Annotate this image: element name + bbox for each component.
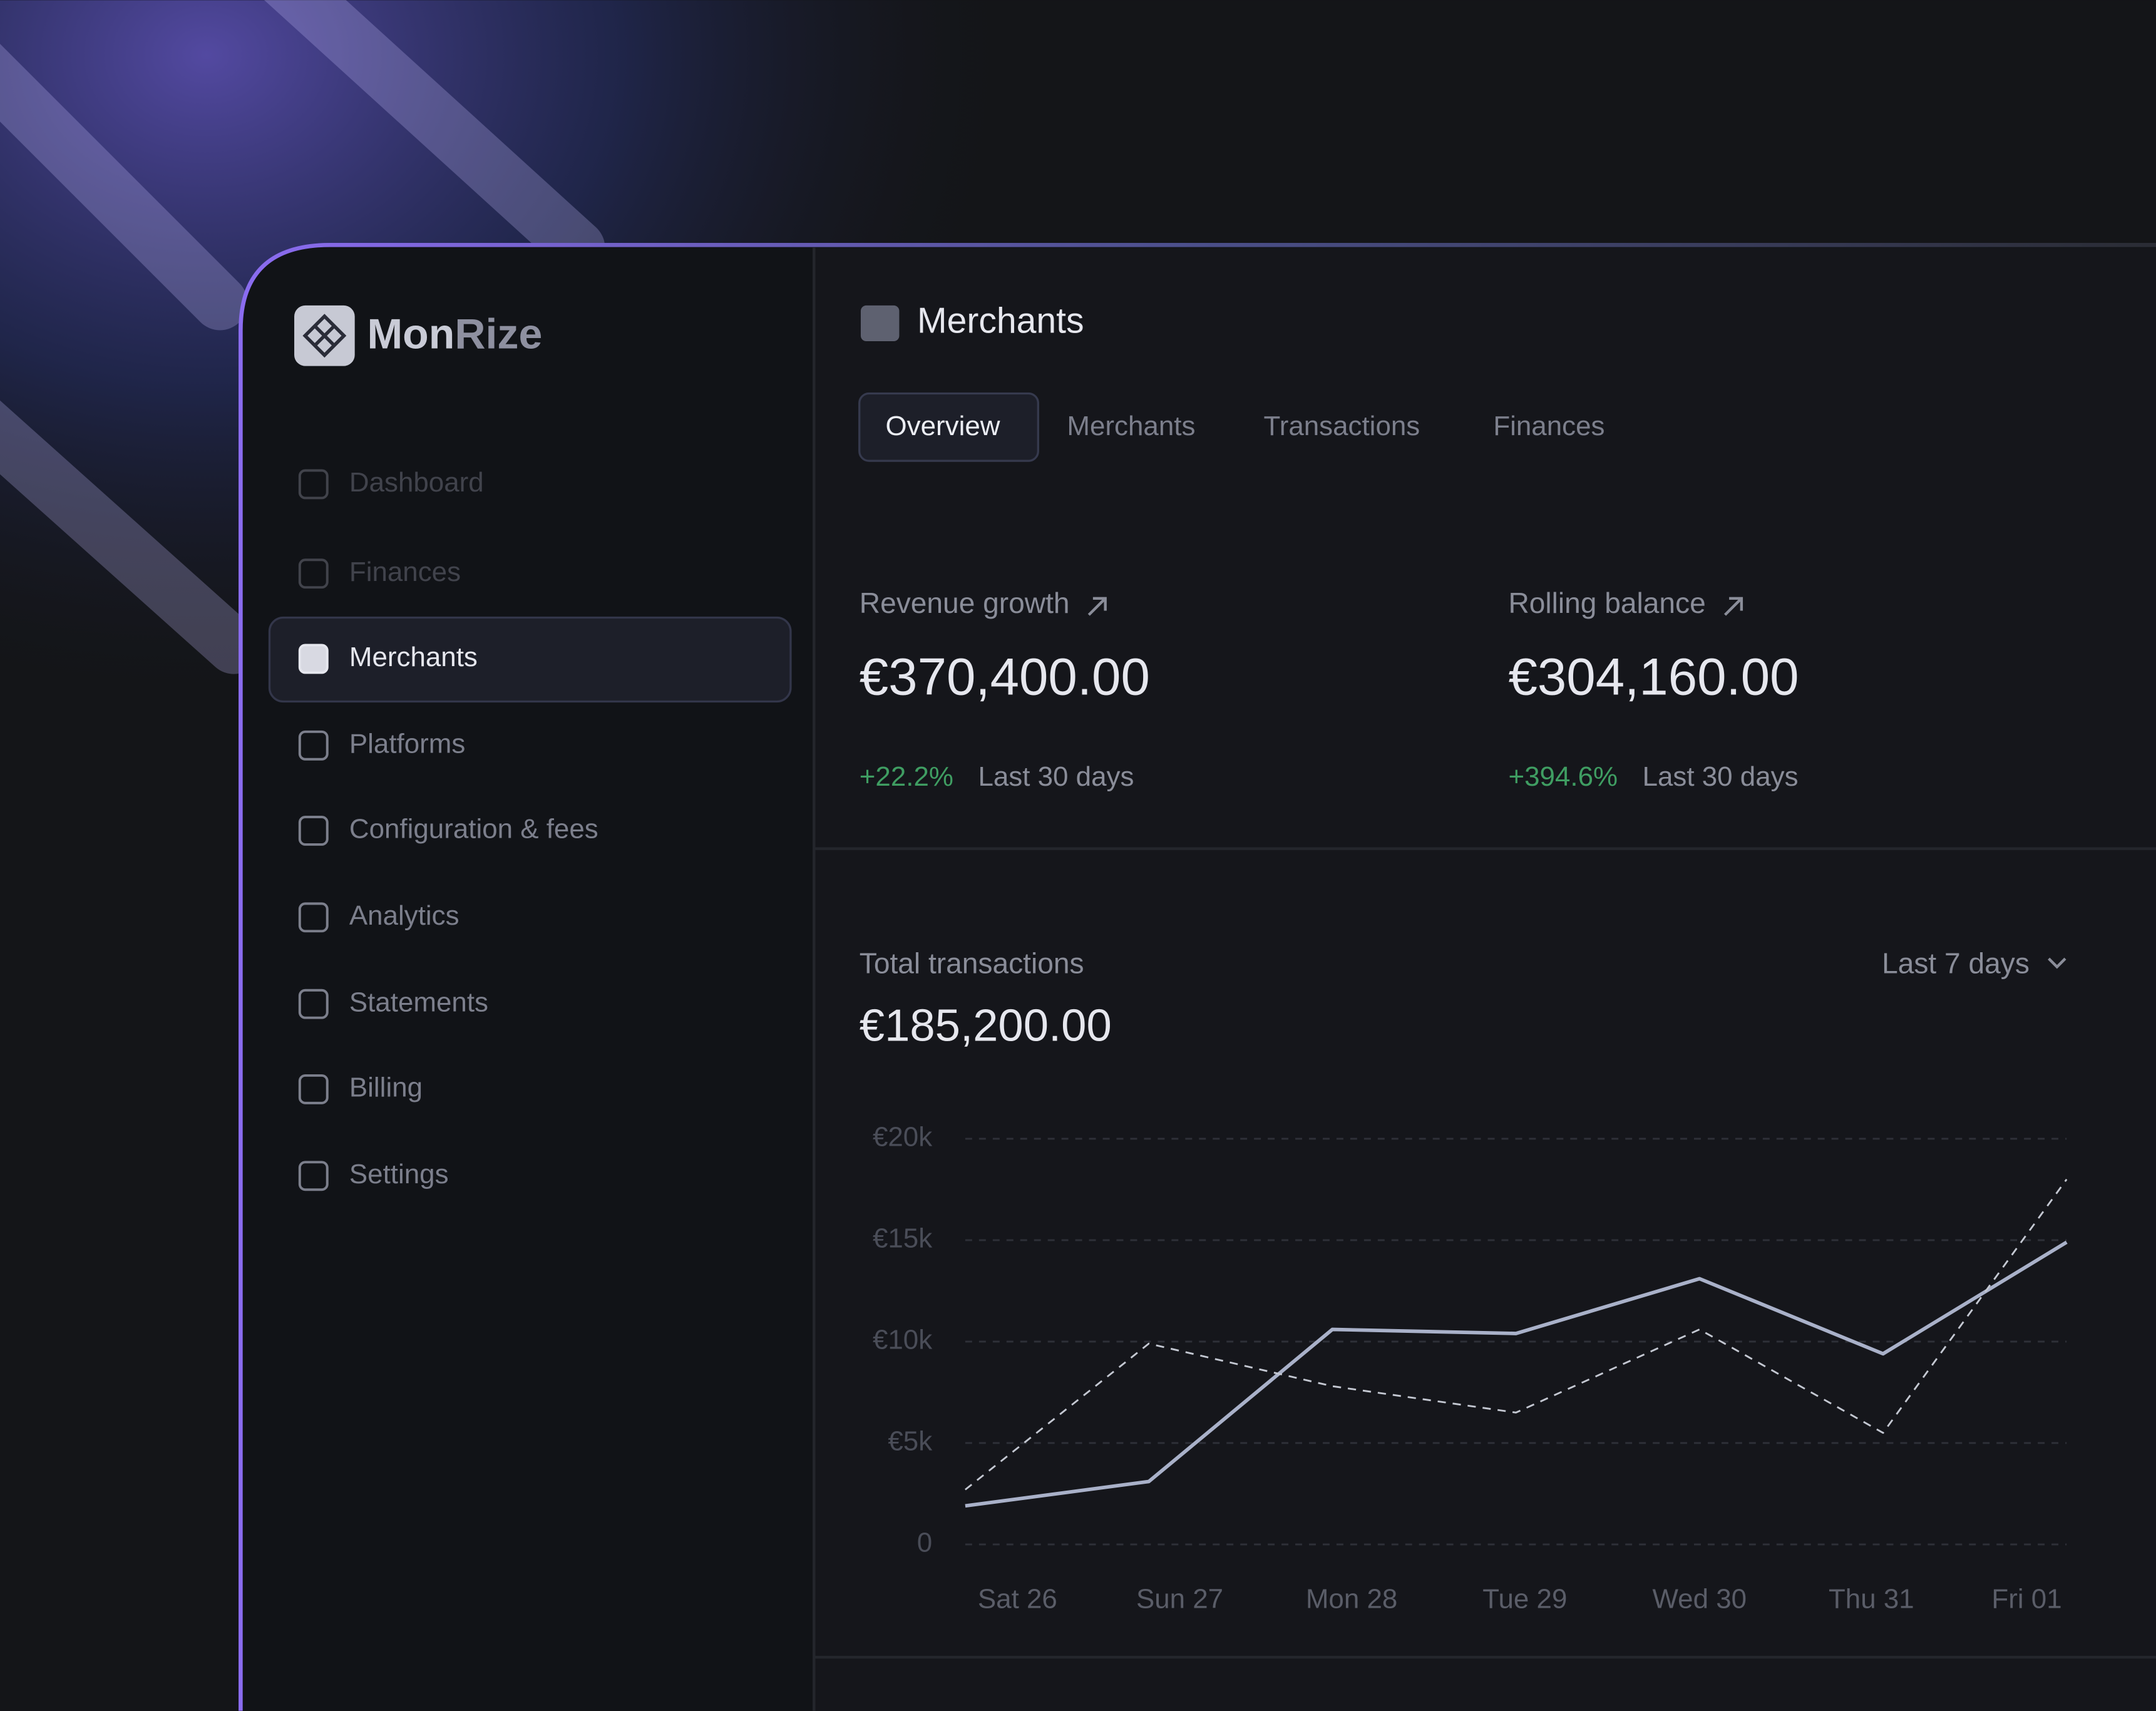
kpi-value: €304,160.00 <box>1508 647 1799 706</box>
series-line <box>965 1240 2068 1508</box>
kpi-label[interactable]: Revenue growth <box>860 587 1070 619</box>
brand: MonRize <box>367 310 542 357</box>
nav-icon <box>298 644 329 674</box>
y-tick-label: 0 <box>917 1528 932 1558</box>
x-tick-label: Tue 29 <box>1482 1584 1567 1615</box>
kpi-change: +22.2% <box>860 761 953 792</box>
frame-edge <box>239 242 2156 1711</box>
x-tick-label: Wed 30 <box>1653 1584 1747 1615</box>
kpi-period: Last 30 days <box>978 761 1134 792</box>
nav-active-bg <box>268 616 792 703</box>
nav-item[interactable]: Statements <box>349 987 488 1017</box>
kpi-label[interactable]: Rolling balance <box>1508 587 1705 619</box>
nav-icon <box>298 902 329 933</box>
kpi-arrow <box>1723 597 1743 616</box>
nav-icon <box>298 1074 329 1104</box>
nav-icon <box>298 469 329 500</box>
nav-icon <box>298 730 329 761</box>
nav-icon <box>298 816 329 846</box>
nav-item[interactable]: Analytics <box>349 900 459 931</box>
brand-main: Mon <box>367 310 454 357</box>
chart-total: €185,200.00 <box>860 1000 1112 1051</box>
brand-accent: Rize <box>454 310 542 357</box>
header-icon <box>860 305 900 342</box>
chart: 0 €5k €10k €15k €20k Sat 26 Sun 27 Mon 28 Tue 29… <box>873 1122 2068 1615</box>
kpi-period: Last 30 days <box>1643 761 1799 792</box>
main-panel <box>814 247 2156 1711</box>
chart-title[interactable]: Total transactions <box>860 947 1084 979</box>
nav-item[interactable]: Settings <box>349 1159 449 1189</box>
nav-item[interactable]: Configuration & fees <box>349 814 598 845</box>
brand-logo-mark <box>302 314 347 358</box>
sidebar-nav: Dashboard Finances Merchants Platforms Confi… <box>268 467 792 1191</box>
x-tick-label: Sun 27 <box>1136 1584 1223 1615</box>
y-tick-label: €10k <box>873 1325 933 1355</box>
nav-icon <box>298 558 329 589</box>
y-tick-label: €5k <box>888 1426 933 1457</box>
kpi-arrow <box>1087 597 1107 616</box>
y-tick-label: €20k <box>873 1122 933 1153</box>
y-tick-label: €15k <box>873 1223 933 1254</box>
tab-active-bg <box>858 392 1039 462</box>
series-line <box>965 1178 2068 1491</box>
nav-item[interactable]: Merchants <box>349 642 478 672</box>
page-title: Merchants <box>917 301 1084 341</box>
x-tick-label: Sat 26 <box>978 1584 1057 1615</box>
tabs: Overview Merchants Transactions Finances <box>858 392 1604 462</box>
nav-item[interactable]: Finances <box>349 557 461 587</box>
nav-icon <box>298 989 329 1019</box>
kpi-change: +394.6% <box>1508 761 1618 792</box>
range-selector[interactable]: Last 7 days <box>1882 947 2030 979</box>
range-chevron[interactable] <box>2048 957 2066 969</box>
tab[interactable]: Overview <box>886 411 1000 441</box>
tab[interactable]: Finances <box>1493 411 1604 441</box>
nav-item[interactable]: Dashboard <box>349 467 484 498</box>
nav-icon <box>298 1161 329 1191</box>
x-tick-label: Mon 28 <box>1306 1584 1397 1615</box>
nav-item[interactable]: Platforms <box>349 728 465 759</box>
light-rays <box>0 0 605 674</box>
nav-item[interactable]: Billing <box>349 1072 423 1103</box>
kpi-cards: Revenue growth €370,400.00 +22.2% Last 30 d… <box>860 587 1799 792</box>
tab[interactable]: Transactions <box>1264 411 1420 441</box>
tab[interactable]: Merchants <box>1067 411 1195 441</box>
x-tick-label: Thu 31 <box>1829 1584 1914 1615</box>
x-tick-label: Fri 01 <box>1991 1584 2061 1615</box>
kpi-value: €370,400.00 <box>860 647 1150 706</box>
